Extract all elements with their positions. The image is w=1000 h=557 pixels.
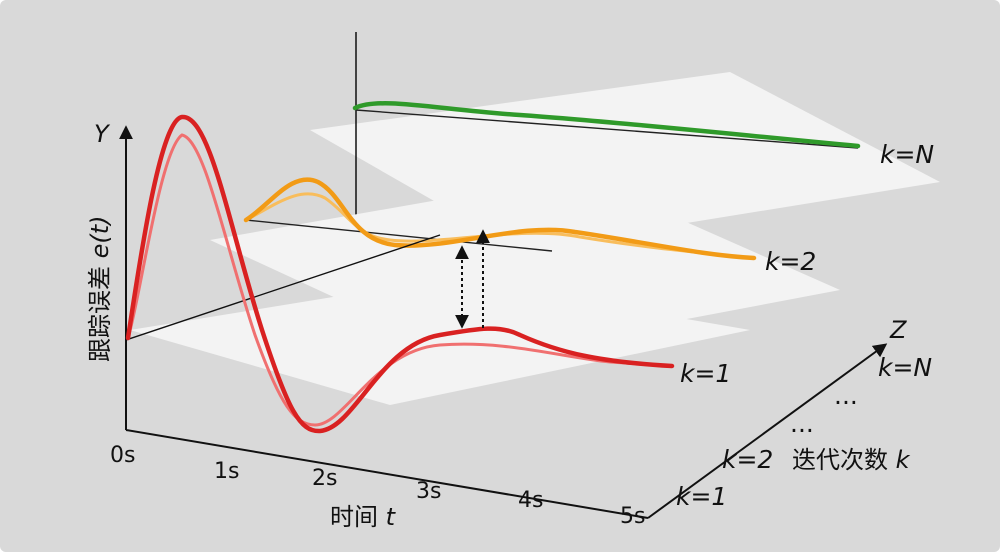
- curve-label-kN: k=N: [880, 140, 934, 169]
- x-tick-1: 1s: [214, 459, 239, 484]
- curve-label-k2: k=2: [765, 247, 816, 276]
- y-axis-title: 跟踪误差 e(t): [86, 215, 114, 362]
- x-tick-4: 4s: [518, 488, 543, 513]
- plane-k1: [130, 278, 750, 405]
- z-axis-symbol: Z: [889, 316, 907, 344]
- plane-k2: [210, 175, 840, 360]
- z-tick-k1: k=1: [676, 482, 727, 511]
- baseline-oblique: [125, 234, 441, 341]
- x-tick-0: 0s: [110, 443, 135, 468]
- curve-k2: [243, 177, 757, 261]
- y-axis-symbol: Y: [94, 120, 111, 148]
- z-tick-k2: k=2: [722, 445, 773, 474]
- baseline-kN: [355, 109, 859, 149]
- x-tick-3: 3s: [416, 479, 441, 504]
- x-axis-title: 时间 t: [330, 503, 397, 531]
- curve-kN: [352, 101, 861, 149]
- curve-k2-light: [244, 192, 752, 260]
- z-tick-kN: k=N: [878, 353, 932, 382]
- curve-label-k1: k=1: [680, 359, 731, 388]
- x-tick-2: 2s: [312, 466, 337, 491]
- x-tick-5: 5s: [620, 504, 645, 529]
- x-axis: [125, 429, 649, 519]
- z-axis-title: 迭代次数 k: [792, 446, 911, 474]
- z-ellipsis-low: ...: [790, 409, 814, 438]
- curve-k1: [125, 114, 675, 434]
- z-ellipsis-high: ...: [834, 381, 858, 410]
- baseline-k2: [245, 219, 553, 252]
- z-axis: [647, 343, 888, 519]
